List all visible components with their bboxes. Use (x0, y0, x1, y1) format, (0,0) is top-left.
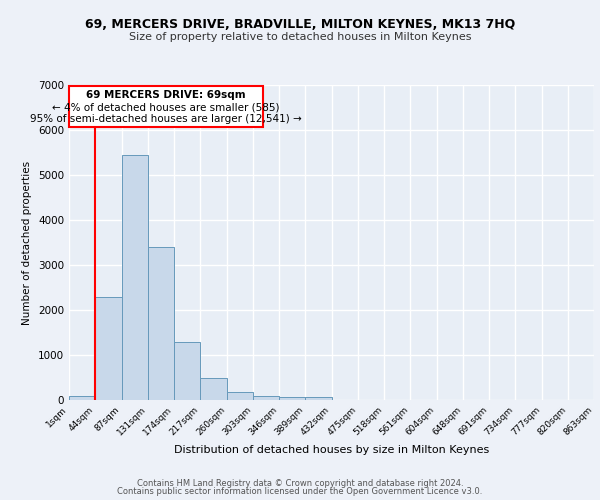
Text: Contains public sector information licensed under the Open Government Licence v3: Contains public sector information licen… (118, 487, 482, 496)
Text: Size of property relative to detached houses in Milton Keynes: Size of property relative to detached ho… (129, 32, 471, 42)
Bar (200, 378, 227, 400)
Bar (305, 397, 331, 400)
X-axis label: Distribution of detached houses by size in Milton Keynes: Distribution of detached houses by size … (174, 446, 489, 456)
Bar (279, 397, 305, 400)
Bar (253, 396, 279, 400)
Bar (148, 247, 174, 400)
Text: 95% of semi-detached houses are larger (12,541) →: 95% of semi-detached houses are larger (… (30, 114, 302, 124)
Bar (69, 396, 95, 400)
Text: 69, MERCERS DRIVE, BRADVILLE, MILTON KEYNES, MK13 7HQ: 69, MERCERS DRIVE, BRADVILLE, MILTON KEY… (85, 18, 515, 30)
Bar (121, 154, 148, 400)
Y-axis label: Number of detached properties: Number of detached properties (22, 160, 32, 324)
Bar (95, 296, 121, 400)
Text: 69 MERCERS DRIVE: 69sqm: 69 MERCERS DRIVE: 69sqm (86, 90, 246, 100)
Bar (227, 392, 253, 400)
Bar (174, 342, 200, 400)
FancyBboxPatch shape (69, 86, 263, 127)
Text: Contains HM Land Registry data © Crown copyright and database right 2024.: Contains HM Land Registry data © Crown c… (137, 478, 463, 488)
Text: ← 4% of detached houses are smaller (585): ← 4% of detached houses are smaller (585… (52, 102, 280, 112)
